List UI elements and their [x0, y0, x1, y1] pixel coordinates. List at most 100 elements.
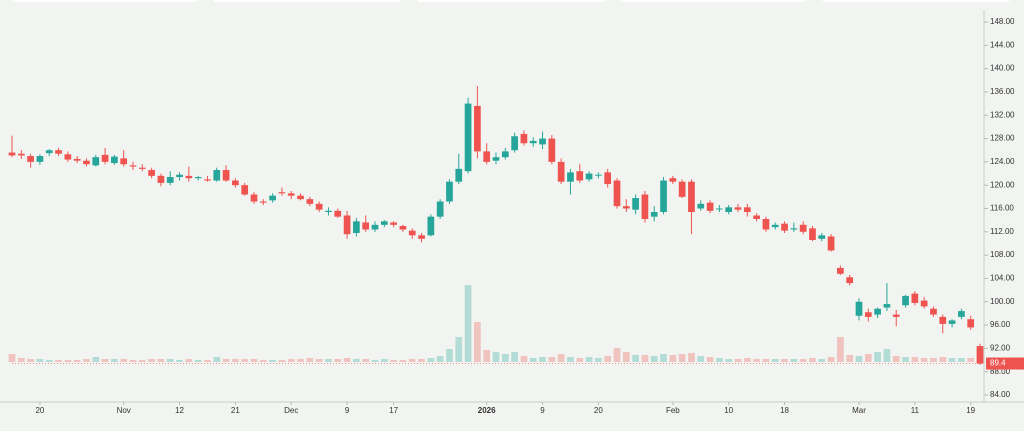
volume-bar: [362, 359, 370, 362]
volume-bar: [725, 359, 733, 362]
volume-bar: [864, 354, 872, 362]
candle-body: [604, 172, 612, 185]
candle-body: [641, 194, 649, 219]
candle-body: [958, 311, 965, 317]
tab: [417, 0, 605, 2]
x-tick-label: Mar: [852, 406, 866, 415]
candle-body: [427, 216, 435, 236]
volume-bar: [483, 350, 491, 362]
candle-body: [101, 154, 109, 162]
candle-body: [371, 224, 379, 230]
volume-bar: [241, 359, 249, 362]
volume-bar: [343, 358, 351, 362]
candle-body: [771, 224, 779, 228]
volume-bar: [436, 356, 444, 362]
x-tick-label: 2026: [478, 406, 496, 415]
volume-bar: [92, 357, 100, 362]
volume-bar: [371, 360, 379, 362]
volume-bar: [325, 359, 332, 362]
candle-body: [892, 314, 900, 317]
volume-bar: [920, 358, 928, 362]
candle-body: [353, 221, 360, 233]
candle-body: [883, 304, 891, 308]
y-tick-label: 104.00: [990, 274, 1015, 283]
x-tick-label: Nov: [117, 406, 131, 415]
candle-body: [669, 178, 677, 182]
candle-body: [73, 158, 81, 161]
volume-bar: [111, 359, 118, 362]
volume-bar: [73, 360, 81, 362]
volume-bar: [837, 337, 844, 362]
y-tick-label: 132.00: [990, 110, 1015, 119]
candle-body: [8, 152, 16, 156]
volume-bar: [399, 360, 407, 362]
volume-bar: [306, 358, 314, 362]
candle-body: [45, 150, 53, 154]
candle-body: [241, 185, 249, 195]
x-tick-label: 20: [594, 406, 603, 415]
volume-bar: [204, 360, 211, 362]
volume-bar: [287, 359, 295, 362]
candle-body: [297, 195, 304, 200]
candle-body: [157, 175, 165, 183]
volume-bar: [250, 359, 258, 362]
volume-bar: [464, 285, 472, 362]
y-tick-label: 116.00: [990, 204, 1014, 213]
candle-body: [911, 293, 919, 303]
candle-body: [166, 177, 174, 183]
volume-bar: [269, 360, 276, 362]
y-tick-label: 120.00: [990, 180, 1015, 189]
volume-bar: [222, 359, 230, 362]
candle-body: [138, 167, 146, 169]
candle-body: [111, 156, 118, 164]
y-tick-label: 144.00: [990, 40, 1015, 49]
candle-body: [418, 235, 425, 239]
candle-body: [967, 319, 975, 328]
y-tick-label: 88.00: [990, 367, 1011, 376]
volume-bar: [809, 358, 816, 362]
candle-body: [781, 223, 788, 231]
volume-bar: [492, 352, 500, 362]
candle-body: [362, 222, 370, 230]
candle-body: [204, 179, 211, 181]
volume-bar: [892, 356, 900, 362]
volume-bar: [418, 359, 425, 362]
tab: [822, 0, 1010, 2]
x-tick-label: 21: [231, 406, 240, 415]
candle-body: [306, 199, 314, 204]
volume-bar: [101, 359, 109, 362]
candle-body: [716, 208, 723, 210]
volume-bar: [83, 359, 90, 362]
candle-body: [501, 151, 509, 158]
candle-body: [520, 133, 528, 144]
volume-bar: [855, 356, 863, 362]
volume-bar: [520, 356, 528, 362]
volume-bar: [613, 348, 621, 362]
volume-bar: [148, 359, 155, 362]
volume-bar: [930, 358, 937, 362]
candle-body: [269, 195, 276, 201]
candle-body: [632, 198, 639, 210]
candle-body: [325, 210, 332, 212]
volume-bar: [511, 352, 518, 362]
volume-bar: [353, 359, 360, 362]
volume-bar: [771, 359, 779, 362]
volume-bar: [455, 337, 463, 362]
volume-bar: [902, 357, 909, 362]
candle-body: [120, 158, 128, 165]
candle-body: [557, 161, 565, 182]
volume-bar: [278, 360, 286, 362]
volume-bar: [557, 354, 565, 362]
candle-body: [483, 151, 491, 162]
y-tick-label: 112.00: [990, 227, 1014, 236]
candle-body: [846, 277, 854, 284]
candle-body: [613, 180, 621, 207]
volume-bar: [129, 360, 137, 362]
volume-bar: [669, 355, 677, 362]
candle-body: [576, 171, 584, 181]
volume-bar: [157, 359, 165, 362]
volume-bar: [548, 357, 556, 362]
volume-bar: [55, 360, 62, 362]
